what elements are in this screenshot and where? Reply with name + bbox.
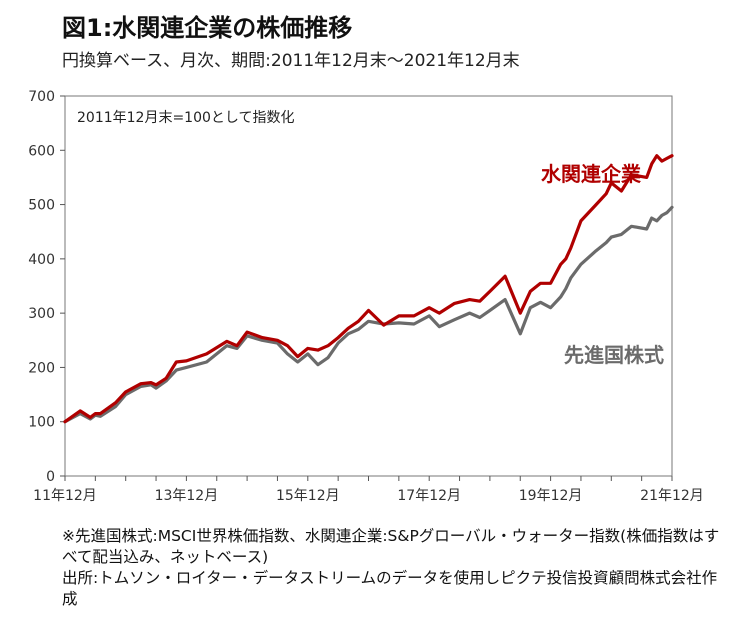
plot-frame — [64, 95, 673, 477]
x-tick-label: 21年12月 — [640, 488, 704, 504]
x-tick-label: 15年12月 — [276, 488, 340, 504]
y-tick-label: 100 — [28, 415, 55, 431]
series-label-developed: 先進国株式 — [564, 343, 664, 367]
series-line-water — [63, 154, 674, 424]
x-tick-label: 11年12月 — [33, 488, 97, 504]
chart-plot: 0 100 200 300 400 500 600 700 11年12月 13年12月 15年12月… — [28, 89, 704, 504]
y-tick-label: 400 — [28, 252, 55, 268]
x-tick-label: 13年12月 — [155, 488, 219, 504]
series-label-water: 水関連企業 — [541, 162, 642, 186]
x-tick-label: 17年12月 — [397, 488, 461, 504]
index-note: 2011年12月末=100として指数化 — [77, 110, 294, 126]
y-tick-label: 0 — [46, 469, 55, 485]
chart-title: 図1:水関連企業の株価推移 — [62, 14, 353, 42]
footnote-source-indices: ※先進国株式:MSCI世界株価指数、水関連企業:S&Pグローバル・ウォーター指数… — [62, 527, 720, 566]
y-tick-label: 200 — [28, 360, 55, 376]
y-tick-label: 600 — [28, 143, 55, 159]
y-tick-label: 500 — [28, 198, 55, 214]
x-tick-label: 19年12月 — [519, 488, 583, 504]
y-tick-label: 300 — [28, 306, 55, 322]
chart-subtitle: 円換算ベース、月次、期間:2011年12月末〜2021年12月末 — [62, 51, 520, 71]
y-tick-label: 700 — [28, 89, 55, 105]
series-line-developed — [63, 205, 674, 424]
footnotes: ※先進国株式:MSCI世界株価指数、水関連企業:S&Pグローバル・ウォーター指数… — [62, 526, 730, 610]
footnote-data-provider: 出所:トムソン・ロイター・データストリームのデータを使用しピクテ投信投資顧問株式… — [62, 569, 718, 608]
